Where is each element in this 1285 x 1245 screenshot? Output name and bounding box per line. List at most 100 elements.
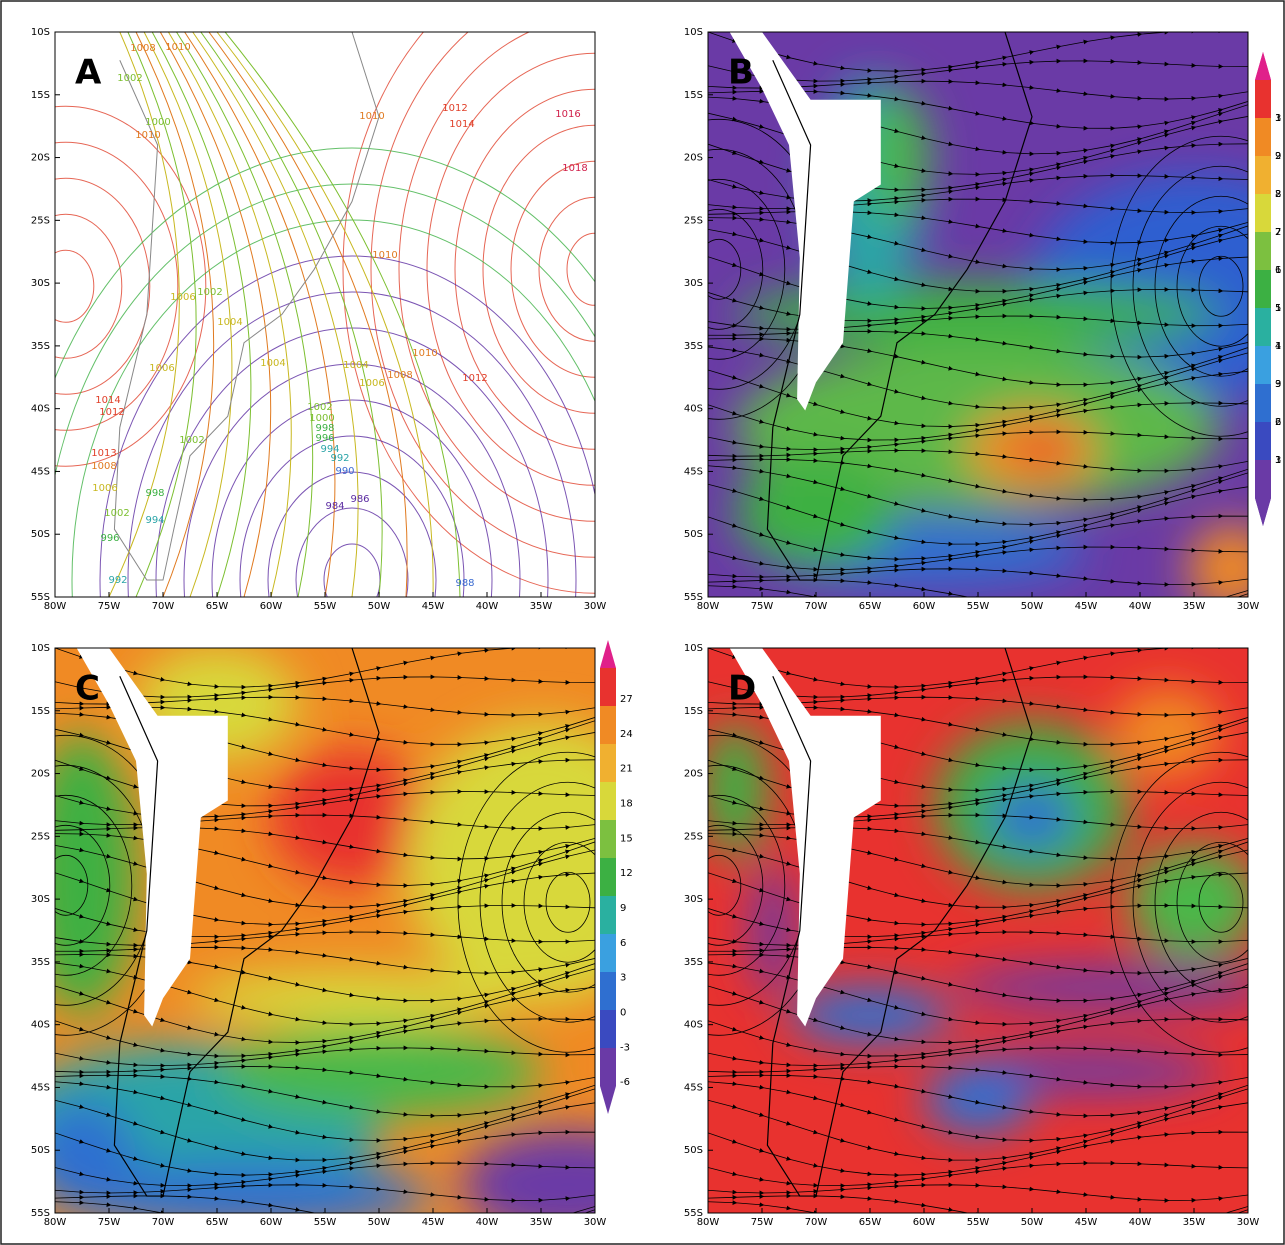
x-tick-label: 80W <box>44 1217 67 1228</box>
x-tick-label: 35W <box>530 601 553 612</box>
contour-label: 1016 <box>555 109 580 120</box>
y-tick-label: 55S <box>31 592 50 603</box>
colorbar-label: 27 <box>620 694 633 705</box>
x-tick-label: 50W <box>368 1217 391 1228</box>
isobar <box>216 32 434 597</box>
colorbar-label: 2 <box>1275 417 1281 428</box>
colorbar-cell <box>600 820 616 858</box>
isobar <box>482 124 595 414</box>
y-tick-label: 40S <box>684 1020 703 1031</box>
streamline <box>1176 225 1248 347</box>
y-tick-label: 20S <box>31 153 50 164</box>
y-tick-label: 55S <box>684 1208 703 1219</box>
colorbar-cell <box>600 896 616 934</box>
x-tick-label: 30W <box>584 1217 607 1228</box>
y-tick-label: 20S <box>684 153 703 164</box>
colorbar-label: 5 <box>1275 303 1281 314</box>
streamline <box>1154 811 1248 993</box>
x-tick-label: 45W <box>422 1217 445 1228</box>
x-tick-label: 70W <box>805 601 828 612</box>
colorbar-label: 6 <box>1275 265 1281 276</box>
isobar <box>127 291 577 597</box>
contour-label: 1006 <box>92 483 117 494</box>
panel-label: B <box>728 53 754 93</box>
field-patch <box>217 1026 541 1117</box>
field-patch <box>190 970 514 1027</box>
contour-label: 1012 <box>99 407 124 418</box>
coastline <box>766 32 1033 581</box>
isobar <box>55 141 179 431</box>
isobar <box>295 507 409 597</box>
y-tick-label: 10S <box>684 27 703 38</box>
contour-label: 1014 <box>95 395 120 406</box>
isobar <box>71 219 595 597</box>
y-tick-label: 30S <box>31 894 50 905</box>
y-tick-label: 20S <box>684 769 703 780</box>
field-patch <box>1015 433 1070 468</box>
x-tick-label: 75W <box>751 1217 774 1228</box>
y-tick-label: 40S <box>31 1020 50 1031</box>
isobar <box>398 32 595 522</box>
streamline <box>708 584 1248 597</box>
x-tick-label: 60W <box>913 1217 936 1228</box>
y-tick-label: 30S <box>684 894 703 905</box>
x-tick-label: 30W <box>584 601 607 612</box>
isobar <box>55 177 151 395</box>
y-tick-label: 35S <box>684 341 703 352</box>
streamline <box>55 824 111 946</box>
x-tick-label: 70W <box>152 601 175 612</box>
contour-label: 992 <box>330 453 349 464</box>
contour-label: 1002 <box>307 402 332 413</box>
y-tick-label: 45S <box>684 466 703 477</box>
contour-label: 1002 <box>197 287 222 298</box>
isobar <box>143 32 233 597</box>
isobar <box>200 32 383 597</box>
streamline <box>708 178 786 360</box>
x-tick-label: 80W <box>697 601 720 612</box>
colorbar-label: 9 <box>620 903 626 914</box>
isobar <box>127 32 197 597</box>
colorbar-cell <box>1255 194 1271 232</box>
isobar <box>55 183 595 478</box>
y-tick-label: 50S <box>684 529 703 540</box>
y-tick-label: 30S <box>31 278 50 289</box>
contour-label: 984 <box>325 501 344 512</box>
colorbar-cell <box>1255 118 1271 156</box>
colorbar-end <box>600 640 616 668</box>
streamline <box>1198 255 1244 317</box>
x-tick-label: 35W <box>530 1217 553 1228</box>
contour-label: 1008 <box>130 43 155 54</box>
contour-label: 1018 <box>562 163 587 174</box>
colorbar-label: 7 <box>1275 227 1281 238</box>
y-tick-label: 25S <box>684 215 703 226</box>
isobar <box>183 363 521 597</box>
colorbar-end <box>1255 498 1271 526</box>
streamline <box>501 811 595 993</box>
colorbar-label: -6 <box>620 1077 630 1088</box>
map-body <box>55 32 595 597</box>
map-body <box>55 648 595 1213</box>
isobar <box>99 255 595 597</box>
y-tick-label: 15S <box>31 706 50 717</box>
x-tick-label: 30W <box>1237 601 1260 612</box>
x-tick-label: 50W <box>368 601 391 612</box>
contour-label: 1006 <box>149 363 174 374</box>
isobar <box>208 32 408 597</box>
y-tick-label: 15S <box>684 706 703 717</box>
isobar <box>566 232 595 306</box>
contour-label: 1013 <box>91 448 116 459</box>
y-tick-label: 35S <box>684 957 703 968</box>
colorbar-label: 2 <box>1275 151 1281 162</box>
streamline <box>523 841 595 963</box>
x-tick-label: 50W <box>1021 1217 1044 1228</box>
contour-label: 1008 <box>387 370 412 381</box>
x-tick-label: 55W <box>967 601 990 612</box>
colorbar-label: 3 <box>620 973 626 984</box>
colorbar-label: 1 <box>1275 341 1281 352</box>
colorbar-label: 18 <box>620 799 633 810</box>
streamline <box>55 794 133 976</box>
streamline <box>708 854 742 916</box>
x-tick-label: 75W <box>98 1217 121 1228</box>
x-tick-label: 75W <box>98 601 121 612</box>
